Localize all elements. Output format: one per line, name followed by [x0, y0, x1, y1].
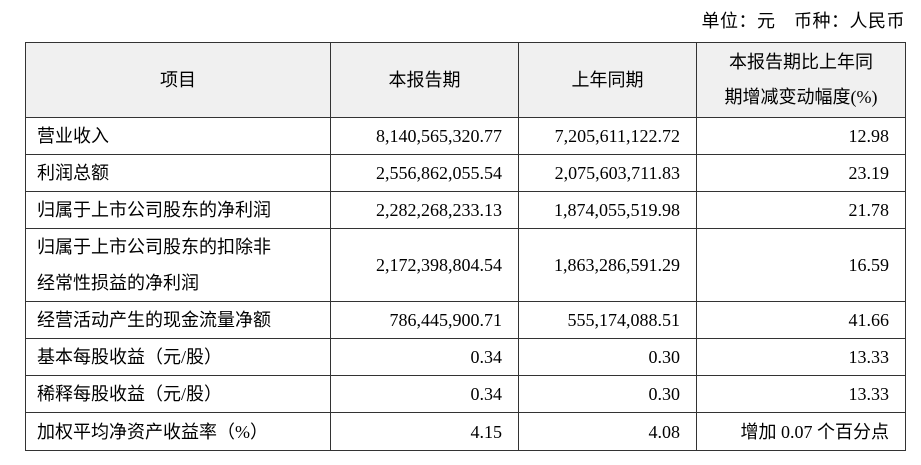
row-item-label: 基本每股收益（元/股）: [25, 338, 331, 376]
header-current-period: 本报告期: [330, 42, 519, 118]
change-value: 21.78: [696, 191, 906, 229]
prior-period-value: 555,174,088.51: [518, 301, 697, 339]
prior-period-value: 0.30: [518, 338, 697, 376]
change-value: 16.59: [696, 228, 906, 302]
header-prior-period: 上年同期: [518, 42, 697, 118]
row-item-label: 归属于上市公司股东的净利润: [25, 191, 331, 229]
header-item: 项目: [25, 42, 331, 118]
prior-period-value: 7,205,611,122.72: [518, 117, 697, 155]
table-row-total-profit: 利润总额 2,556,862,055.54 2,075,603,711.83 2…: [25, 154, 906, 192]
row-item-label: 营业收入: [25, 117, 331, 155]
prior-period-value: 1,874,055,519.98: [518, 191, 697, 229]
current-period-value: 786,445,900.71: [330, 301, 519, 339]
change-value: 13.33: [696, 375, 906, 413]
change-value: 23.19: [696, 154, 906, 192]
header-row: 项目 本报告期 上年同期 本报告期比上年同 期增减变动幅度(%): [25, 42, 906, 118]
row-item-label: 经营活动产生的现金流量净额: [25, 301, 331, 339]
table-row-operating-cash-flow: 经营活动产生的现金流量净额 786,445,900.71 555,174,088…: [25, 301, 906, 339]
change-value: 13.33: [696, 338, 906, 376]
current-period-value: 8,140,565,320.77: [330, 117, 519, 155]
table-row-net-profit: 归属于上市公司股东的净利润 2,282,268,233.13 1,874,055…: [25, 191, 906, 229]
current-period-value: 0.34: [330, 375, 519, 413]
table-row-net-profit-excl-nonrecurring: 归属于上市公司股东的扣除非 经常性损益的净利润 2,172,398,804.54…: [25, 228, 906, 302]
row-item-label: 归属于上市公司股东的扣除非 经常性损益的净利润: [25, 228, 331, 302]
prior-period-value: 0.30: [518, 375, 697, 413]
change-value: 增加 0.07 个百分点: [696, 412, 906, 451]
row-item-label: 加权平均净资产收益率（%）: [25, 412, 331, 451]
change-value: 12.98: [696, 117, 906, 155]
financial-summary-table: 项目 本报告期 上年同期 本报告期比上年同 期增减变动幅度(%) 营业收入 8,…: [25, 42, 906, 451]
table-row-operating-revenue: 营业收入 8,140,565,320.77 7,205,611,122.72 1…: [25, 117, 906, 155]
prior-period-value: 1,863,286,591.29: [518, 228, 697, 302]
unit-currency-note: 单位：元 币种：人民币: [701, 11, 905, 31]
current-period-value: 2,172,398,804.54: [330, 228, 519, 302]
table-row-weighted-avg-roe: 加权平均净资产收益率（%） 4.15 4.08 增加 0.07 个百分点: [25, 412, 906, 451]
row-item-label: 稀释每股收益（元/股）: [25, 375, 331, 413]
table-row-diluted-eps: 稀释每股收益（元/股） 0.34 0.30 13.33: [25, 375, 906, 413]
prior-period-value: 4.08: [518, 412, 697, 451]
current-period-value: 2,556,862,055.54: [330, 154, 519, 192]
current-period-value: 0.34: [330, 338, 519, 376]
table-row-basic-eps: 基本每股收益（元/股） 0.34 0.30 13.33: [25, 338, 906, 376]
current-period-value: 4.15: [330, 412, 519, 451]
prior-period-value: 2,075,603,711.83: [518, 154, 697, 192]
current-period-value: 2,282,268,233.13: [330, 191, 519, 229]
header-change-percent: 本报告期比上年同 期增减变动幅度(%): [696, 42, 906, 118]
change-value: 41.66: [696, 301, 906, 339]
row-item-label: 利润总额: [25, 154, 331, 192]
